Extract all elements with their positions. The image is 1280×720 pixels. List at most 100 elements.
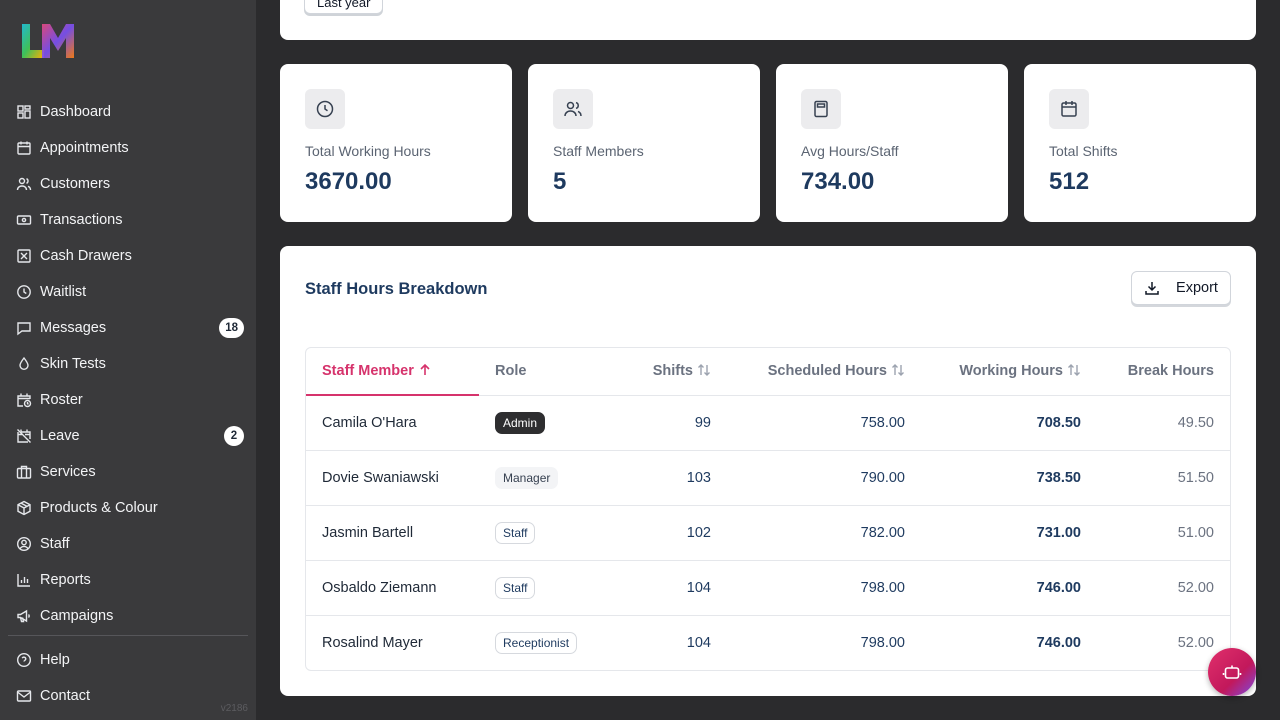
sidebar-item-label: Reports xyxy=(40,572,91,588)
table-row[interactable]: Camila O'Hara Admin 99 758.00 708.50 49.… xyxy=(306,395,1230,451)
role-badge: Staff xyxy=(495,521,536,544)
dashboard-icon xyxy=(16,104,32,120)
shifts-value: 99 xyxy=(609,395,711,451)
column-header-role: Role xyxy=(479,348,609,396)
role-cell: Staff xyxy=(479,560,609,616)
calculator-icon xyxy=(801,89,841,129)
table-row[interactable]: Dovie Swaniawski Manager 103 790.00 738.… xyxy=(306,450,1230,506)
sidebar-item-services[interactable]: Services xyxy=(0,454,256,490)
brand-logo[interactable] xyxy=(20,20,76,60)
table-row[interactable]: Rosalind Mayer Receptionist 104 798.00 7… xyxy=(306,615,1230,670)
sidebar-item-label: Messages xyxy=(40,320,107,336)
role-badge: Receptionist xyxy=(495,631,578,654)
stat-card-staff-members: Staff Members 5 xyxy=(528,64,760,222)
clock-icon xyxy=(16,284,32,300)
shifts-value: 103 xyxy=(609,450,711,506)
sidebar-item-waitlist[interactable]: Waitlist xyxy=(0,274,256,310)
working-hours-value: 746.00 xyxy=(905,560,1081,616)
bot-icon xyxy=(1222,665,1242,679)
sidebar-item-label: Waitlist xyxy=(40,284,87,300)
break-hours-value: 52.00 xyxy=(1177,634,1214,651)
sidebar-item-label: Campaigns xyxy=(40,608,114,624)
column-header-working-hours[interactable]: Working Hours xyxy=(905,348,1081,396)
stat-card-avg-hours: Avg Hours/Staff 734.00 xyxy=(776,64,1008,222)
app-version: v2186 xyxy=(220,703,248,714)
users-icon xyxy=(553,89,593,129)
staff-name: Osbaldo Ziemann xyxy=(306,560,479,616)
sort-ascending-icon xyxy=(418,363,432,379)
sort-toggle-icon xyxy=(1067,363,1081,379)
column-header-staff-member[interactable]: Staff Member xyxy=(306,348,479,396)
bar-chart-icon xyxy=(16,572,32,588)
sidebar-item-reports[interactable]: Reports xyxy=(0,562,256,598)
break-hours-value: 51.50 xyxy=(1081,450,1230,506)
sidebar-item-label: Products & Colour xyxy=(40,500,158,516)
sidebar-item-label: Transactions xyxy=(40,212,123,228)
scheduled-hours-value: 782.00 xyxy=(711,505,905,561)
sidebar-item-leave[interactable]: Leave 2 xyxy=(0,418,256,454)
stat-card-total-working-hours: Total Working Hours 3670.00 xyxy=(280,64,512,222)
sidebar-item-transactions[interactable]: Transactions xyxy=(0,202,256,238)
column-header-scheduled-hours[interactable]: Scheduled Hours xyxy=(711,348,905,396)
filter-card: Last year xyxy=(280,0,1256,40)
sidebar-item-staff[interactable]: Staff xyxy=(0,526,256,562)
sidebar-divider xyxy=(8,635,248,636)
stat-value: 734.00 xyxy=(801,168,875,195)
sidebar-item-label: Customers xyxy=(40,176,111,192)
sidebar-item-help[interactable]: Help xyxy=(0,642,256,678)
messages-count-badge: 18 xyxy=(219,318,244,338)
staff-name: Jasmin Bartell xyxy=(306,505,479,561)
calendar-clock-icon xyxy=(16,392,32,408)
banknote-icon xyxy=(16,212,32,228)
ai-assistant-button[interactable] xyxy=(1208,648,1256,696)
column-header-label: Role xyxy=(495,363,527,380)
clock-icon xyxy=(305,89,345,129)
sidebar-item-label: Help xyxy=(40,652,70,668)
column-header-shifts[interactable]: Shifts xyxy=(609,348,711,396)
sidebar-item-appointments[interactable]: Appointments xyxy=(0,130,256,166)
sidebar-item-customers[interactable]: Customers xyxy=(0,166,256,202)
stat-value: 3670.00 xyxy=(305,168,392,195)
break-hours-value: 52.00 xyxy=(1081,560,1230,616)
column-header-label: Shifts xyxy=(652,363,693,380)
sidebar-item-dashboard[interactable]: Dashboard xyxy=(0,94,256,130)
sidebar-item-products-colour[interactable]: Products & Colour xyxy=(0,490,256,526)
stat-label: Total Working Hours xyxy=(305,143,431,159)
break-hours-value: 51.00 xyxy=(1081,505,1230,561)
shifts-value: 104 xyxy=(609,560,711,616)
sidebar-item-label: Dashboard xyxy=(40,104,111,120)
export-label: Export xyxy=(1176,280,1218,296)
stat-label: Avg Hours/Staff xyxy=(801,143,899,159)
sidebar-item-campaigns[interactable]: Campaigns xyxy=(0,598,256,634)
stat-value: 5 xyxy=(553,168,567,195)
sidebar-item-label: Appointments xyxy=(40,140,129,156)
column-header-label: Scheduled Hours xyxy=(767,363,887,380)
scheduled-hours-value: 798.00 xyxy=(860,634,905,651)
sort-toggle-icon xyxy=(891,363,905,379)
working-hours-value: 731.00 xyxy=(905,505,1081,561)
mail-icon xyxy=(16,688,32,704)
column-header-label: Working Hours xyxy=(959,363,1063,380)
sidebar-item-cash-drawers[interactable]: Cash Drawers xyxy=(0,238,256,274)
scheduled-hours-value: 790.00 xyxy=(711,450,905,506)
period-filter-button[interactable]: Last year xyxy=(304,0,384,14)
droplet-icon xyxy=(16,356,32,372)
export-button[interactable]: Export xyxy=(1131,271,1231,305)
calendar-icon xyxy=(16,140,32,156)
sidebar-item-contact[interactable]: Contact xyxy=(0,678,256,714)
table-row[interactable]: Osbaldo Ziemann Staff 104 798.00 746.00 … xyxy=(306,560,1230,616)
sidebar-item-label: Staff xyxy=(40,536,70,552)
sidebar-item-messages[interactable]: Messages 18 xyxy=(0,310,256,346)
briefcase-icon xyxy=(16,464,32,480)
table-row[interactable]: Jasmin Bartell Staff 102 782.00 731.00 5… xyxy=(306,505,1230,561)
sidebar-item-skin-tests[interactable]: Skin Tests xyxy=(0,346,256,382)
shifts-value: 102 xyxy=(609,505,711,561)
role-badge: Admin xyxy=(495,411,546,434)
role-cell: Receptionist xyxy=(479,615,609,670)
staff-name: Camila O'Hara xyxy=(306,395,479,451)
staff-name: Dovie Swaniawski xyxy=(306,450,479,506)
stat-value: 512 xyxy=(1049,168,1090,195)
help-circle-icon xyxy=(16,652,32,668)
sidebar-item-roster[interactable]: Roster xyxy=(0,382,256,418)
panel-title: Staff Hours Breakdown xyxy=(305,280,488,298)
